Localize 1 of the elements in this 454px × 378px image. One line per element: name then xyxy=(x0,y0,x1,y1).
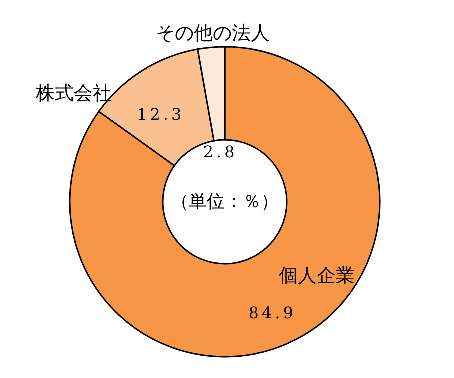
annotation: （単位：％） xyxy=(171,192,279,212)
